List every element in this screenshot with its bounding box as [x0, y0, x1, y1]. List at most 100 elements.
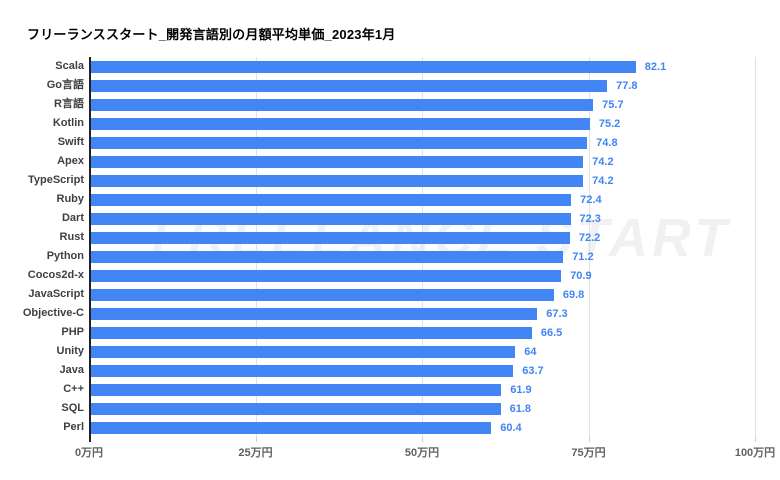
bar-value-label: 74.2	[592, 155, 614, 168]
bar-value-label: 61.8	[509, 402, 531, 415]
gridline	[588, 57, 590, 437]
bar-row: 69.8	[89, 285, 755, 304]
bar-row: 66.5	[89, 323, 755, 342]
bar	[89, 231, 570, 244]
bar	[89, 117, 590, 130]
category-label: Swift	[57, 136, 84, 148]
gridline	[755, 57, 756, 437]
category-labels-column: Scala Go言語 R言語 Kotlin Swift Apex TypeScript Rub…	[0, 57, 84, 437]
bar-row: 75.2	[89, 114, 755, 133]
bar	[89, 79, 608, 92]
bar-row: 74.2	[89, 171, 755, 190]
bar	[89, 193, 572, 206]
category-label: C++	[63, 383, 84, 395]
category-label: Objective-C	[22, 307, 84, 319]
gridline	[422, 57, 423, 437]
bar	[89, 60, 636, 73]
bar-value-label: 72.4	[580, 193, 602, 206]
bar-row: 71.2	[89, 247, 755, 266]
bar	[89, 345, 516, 358]
bar-value-label: 60.4	[500, 421, 522, 434]
axis-tick	[588, 437, 590, 442]
bar-row: 72.3	[89, 209, 755, 228]
category-label: Apex	[57, 155, 84, 167]
bar-row: 70.9	[89, 266, 755, 285]
bar-value-label: 64	[524, 345, 537, 358]
category-label: SQL	[61, 402, 84, 414]
bar-row: 64	[89, 342, 755, 361]
category-label: Cocos2d-x	[27, 269, 84, 281]
bar-row: 75.7	[89, 95, 755, 114]
plot-rows: 82.1 77.8 75.7 75.2 74.8 74.2 74.2 72.4 72.3 72.2…	[89, 57, 755, 437]
bar	[89, 326, 532, 339]
axis-tick	[755, 437, 756, 442]
bar	[89, 421, 492, 434]
x-tick-label: 50万円	[404, 447, 440, 459]
bar-value-label: 63.7	[522, 364, 544, 377]
x-tick-label: 0万円	[74, 447, 104, 459]
bar-row: 63.7	[89, 361, 755, 380]
bar-row: 61.9	[89, 380, 755, 399]
category-label: Kotlin	[52, 117, 84, 129]
axis-tick	[422, 437, 423, 442]
bar	[89, 402, 501, 415]
y-axis-line	[89, 57, 91, 442]
x-axis-labels: 0万円 25万円 50万円 75万円 100万円	[75, 444, 775, 460]
category-label: Rust	[59, 231, 84, 243]
bar-value-label: 75.7	[602, 98, 624, 111]
bar-value-label: 61.9	[510, 383, 532, 396]
category-label: Unity	[56, 345, 85, 357]
category-label: TypeScript	[27, 174, 84, 186]
category-label: R言語	[54, 98, 84, 110]
chart-title: フリーランススタート_開発言語別の月額平均単価_2023年1月	[27, 27, 396, 42]
category-label: Java	[59, 364, 84, 376]
bar-value-label: 69.8	[562, 288, 585, 301]
bar-row: 60.4	[89, 418, 755, 437]
bar-value-label: 67.3	[546, 307, 568, 320]
bar-row: 82.1	[89, 57, 755, 76]
bar-value-label: 74.2	[592, 174, 614, 187]
category-label: JavaScript	[28, 288, 84, 300]
bar-value-label: 70.9	[570, 269, 592, 282]
bar-row: 61.8	[89, 399, 755, 418]
bar	[89, 174, 584, 187]
category-label: PHP	[61, 326, 84, 338]
x-tick-label: 25万円	[238, 447, 273, 459]
gridline	[255, 57, 257, 437]
bar-value-label: 72.3	[579, 212, 601, 225]
bar-row: 74.8	[89, 133, 755, 152]
bar	[89, 269, 562, 282]
bar-row: 72.2	[89, 228, 755, 247]
x-tick-label: 100万円	[734, 447, 776, 459]
bar	[89, 307, 538, 320]
bar	[89, 212, 571, 225]
category-label: Perl	[63, 421, 84, 433]
bar	[89, 250, 564, 263]
category-label: Python	[46, 250, 84, 262]
bar	[89, 288, 554, 301]
x-tick-label: 75万円	[571, 447, 606, 459]
axis-tick	[255, 437, 257, 442]
bar-row: 77.8	[89, 76, 755, 95]
bar-row: 67.3	[89, 304, 755, 323]
bar-value-label: 72.2	[578, 231, 601, 244]
bar-row: 72.4	[89, 190, 755, 209]
bar	[89, 155, 584, 168]
bar-value-label: 74.8	[596, 136, 618, 149]
bar	[89, 98, 594, 111]
bar-value-label: 77.8	[616, 79, 638, 92]
category-label: Ruby	[56, 193, 85, 205]
category-label: Dart	[61, 212, 84, 224]
bar-value-label: 66.5	[540, 326, 563, 339]
bar-row: 74.2	[89, 152, 755, 171]
bar-value-label: 75.2	[598, 117, 621, 130]
bar	[89, 364, 514, 377]
category-label: Go言語	[46, 79, 84, 91]
plot-area: FREELANCE START 82.1 77.8 75.7 75.2 74.8 74.2…	[89, 57, 756, 442]
bar-value-label: 71.2	[572, 250, 594, 263]
bar-value-label: 82.1	[644, 60, 667, 73]
bar	[89, 136, 588, 149]
bar	[89, 383, 502, 396]
category-label: Scala	[55, 60, 84, 72]
